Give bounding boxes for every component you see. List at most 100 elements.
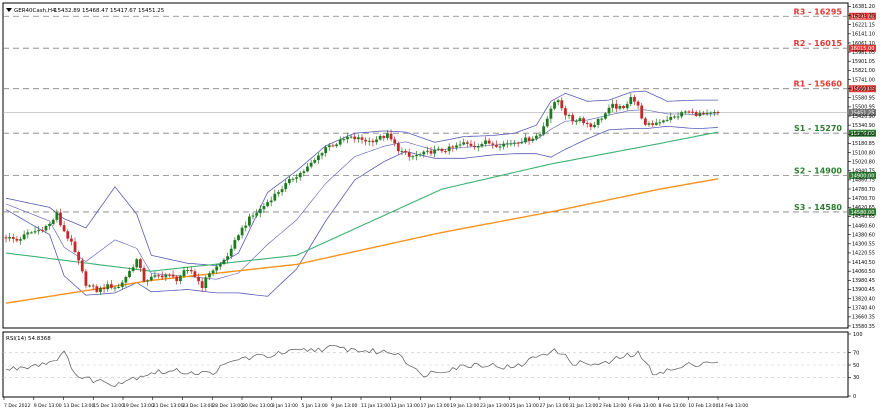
candle-body — [509, 143, 513, 145]
candle — [215, 264, 219, 274]
candle — [534, 133, 538, 141]
candle-body — [636, 101, 640, 106]
candle-body — [404, 151, 407, 153]
candle-body — [625, 104, 629, 109]
price-tick-label: 15981.05 — [852, 50, 875, 56]
price-tick-label: 14620.65 — [852, 205, 875, 211]
level-label: R2 - 16015 — [794, 39, 843, 48]
candle-body — [658, 122, 662, 124]
candle — [164, 272, 168, 282]
candle-body — [175, 276, 179, 282]
candle — [197, 273, 200, 285]
candle — [513, 140, 516, 147]
candle — [178, 274, 182, 285]
candle-body — [643, 118, 647, 125]
rsi-line — [5, 344, 719, 387]
price-tick-label: 15420.90 — [852, 114, 875, 120]
candle-body — [600, 118, 604, 120]
candle — [633, 94, 636, 106]
candle-body — [683, 111, 687, 113]
candle — [189, 266, 193, 274]
candle-body — [59, 212, 62, 226]
candle — [469, 140, 473, 148]
candle-body — [142, 267, 146, 282]
level-labels-layer: R3 - 16295 16295.00 R2 - 16015 16015.00 R1 -… — [794, 7, 876, 216]
candle-body — [251, 215, 255, 217]
candle — [40, 226, 44, 233]
candle-body — [313, 160, 317, 163]
candle — [451, 145, 455, 152]
candle-body — [415, 155, 418, 157]
candle — [113, 285, 117, 292]
candle — [342, 136, 346, 143]
candle-body — [218, 263, 222, 267]
ma-slow-line — [5, 178, 719, 304]
price-tick-label: 16381.20 — [852, 4, 875, 10]
candle-body — [317, 155, 320, 161]
candle — [51, 218, 55, 226]
candle — [629, 93, 633, 107]
candle — [375, 136, 378, 145]
candle-body — [516, 142, 520, 144]
candle-body — [436, 148, 440, 150]
candle — [37, 225, 41, 235]
candle — [687, 110, 691, 114]
candle — [135, 257, 139, 269]
candle-body — [578, 118, 582, 121]
candle-body — [277, 192, 280, 194]
candle — [233, 237, 237, 251]
candle-body — [669, 116, 673, 120]
level-price-tag: 16015.00 — [849, 44, 876, 52]
candle — [683, 110, 687, 115]
candle — [378, 134, 382, 141]
candle — [524, 133, 527, 145]
candle — [553, 100, 556, 111]
candle — [291, 177, 295, 183]
candle-body — [102, 287, 106, 290]
candle-body — [309, 162, 313, 167]
candle — [658, 119, 662, 126]
candle-body — [640, 105, 644, 119]
candle-body — [531, 138, 535, 141]
bollinger-upper-line — [5, 90, 718, 266]
candle — [99, 286, 102, 296]
price-tick-label: 13820.40 — [852, 296, 875, 302]
candle-body — [484, 140, 487, 144]
candle — [505, 139, 509, 148]
candle-body — [389, 133, 393, 140]
candle — [208, 271, 211, 281]
candle-body — [538, 134, 542, 136]
candle — [313, 157, 317, 164]
candle-body — [189, 269, 193, 272]
candle-body — [553, 102, 556, 109]
candle-body — [524, 137, 527, 143]
time-tick-label: 6 Feb 13:00 — [629, 403, 656, 409]
time-tick-label: 9 Dec 13:00 — [34, 403, 62, 409]
candle — [66, 229, 70, 242]
current-price-box — [849, 109, 876, 117]
candle — [571, 112, 575, 125]
candle-body — [371, 140, 375, 143]
candle-body — [186, 269, 190, 271]
candle-body — [680, 112, 684, 117]
candle — [647, 121, 651, 127]
candle-body — [364, 139, 368, 142]
candle — [287, 175, 291, 186]
candle-body — [429, 150, 433, 154]
time-tick-label: 11 Jan 13:00 — [361, 403, 390, 409]
candle — [124, 275, 128, 287]
candle — [636, 100, 640, 109]
candle — [585, 120, 589, 128]
candle-body — [418, 154, 422, 156]
price-tick-label: 13580.35 — [852, 324, 875, 330]
candle — [618, 104, 622, 111]
candle-body — [95, 286, 99, 292]
candle — [317, 151, 320, 164]
candle — [55, 209, 59, 223]
candle — [193, 268, 197, 278]
time-tick-label: 27 Jan 13:00 — [540, 403, 569, 409]
time-tick-label: 8 Feb 13:00 — [659, 403, 686, 409]
price-tick-label: 16221.15 — [852, 22, 875, 28]
candle — [320, 151, 324, 160]
candle-body — [139, 259, 142, 268]
